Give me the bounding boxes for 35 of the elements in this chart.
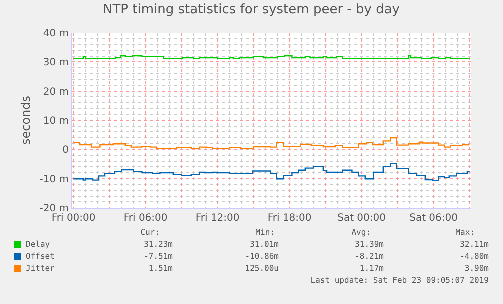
text: Avg:	[352, 228, 371, 238]
y-axis-title: seconds	[19, 96, 34, 146]
legend-label: Jitter	[26, 264, 55, 274]
text: -4.80m	[460, 252, 489, 262]
y-tick-label: 0	[62, 145, 69, 156]
y-tick-label: -20 m	[40, 204, 69, 214]
legend-label: Delay	[26, 240, 50, 250]
y-tick-label: 40 m	[43, 28, 69, 40]
text: 3.90m	[464, 264, 489, 274]
text: Min:	[256, 228, 275, 238]
chart-title: NTP timing statistics for system peer - by day	[102, 2, 400, 18]
text: 125.00u	[245, 264, 279, 274]
y-tick-label: 10 m	[43, 116, 69, 127]
text: 32.11m	[460, 240, 489, 250]
text: Last update: Sat Feb 23 09:05:07 2019	[310, 276, 489, 286]
x-tick-label: Sat 06:00	[410, 213, 458, 224]
text: Max:	[456, 228, 475, 238]
x-tick-label: Fri 00:00	[52, 213, 96, 224]
x-tick-label: Sat 00:00	[338, 213, 386, 224]
text: 31.01m	[250, 240, 279, 250]
x-tick-label: Fri 06:00	[124, 213, 168, 224]
x-tick-label: Fri 18:00	[268, 213, 312, 224]
text: 31.39m	[355, 240, 384, 250]
y-tick-label: 30 m	[43, 58, 69, 69]
text: 1.51m	[148, 264, 173, 274]
x-tick-label: Fri 12:00	[196, 213, 240, 224]
text: -8.21m	[355, 252, 384, 262]
text: Cur:	[140, 228, 160, 238]
y-tick-label: -10 m	[40, 174, 69, 186]
text: 1.17m	[360, 264, 384, 274]
y-tick-label: 20 m	[43, 86, 69, 98]
text: 31.23m	[144, 240, 173, 250]
text: -7.51m	[144, 252, 173, 262]
text: -10.86m	[245, 252, 279, 262]
legend-label: Offset	[26, 252, 55, 262]
